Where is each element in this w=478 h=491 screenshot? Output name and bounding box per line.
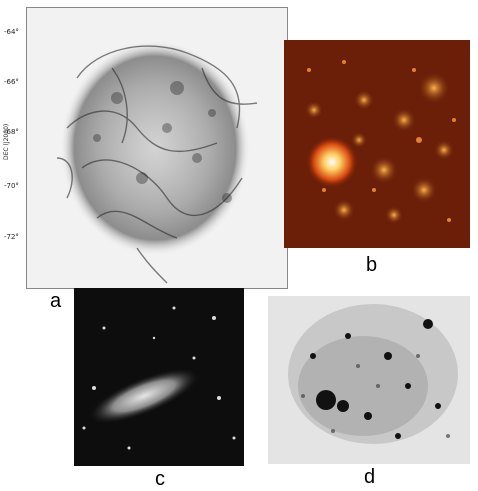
axis-title: DEC (J2000) (3, 123, 10, 160)
panel-c-label: c (155, 468, 165, 490)
tick-label: -66° (4, 78, 19, 86)
tick-label: -70° (4, 182, 19, 190)
tick-label: -68° (4, 128, 19, 136)
panel-b-image (284, 40, 470, 248)
panel-d-image (268, 296, 470, 464)
panel-d-label: d (364, 466, 376, 488)
tick-label: -64° (4, 28, 19, 36)
panel-a-image (26, 7, 288, 289)
panel-a-label: a (50, 290, 62, 312)
panel-b-label: b (366, 254, 378, 276)
panel-c-image (74, 288, 244, 466)
tick-label: -72° (4, 233, 19, 241)
